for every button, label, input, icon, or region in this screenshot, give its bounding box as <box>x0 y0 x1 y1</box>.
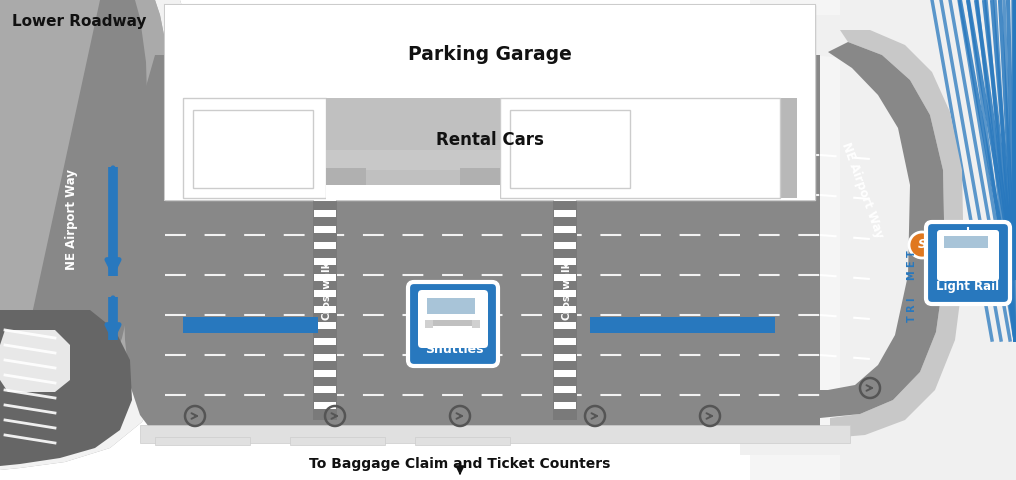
Bar <box>313 120 337 420</box>
Bar <box>554 226 576 233</box>
Text: Light Rail: Light Rail <box>937 280 1000 293</box>
Bar <box>326 98 500 198</box>
Bar <box>554 402 576 409</box>
Bar <box>554 338 576 345</box>
Text: Crosswalk: Crosswalk <box>321 260 331 320</box>
FancyBboxPatch shape <box>408 282 498 366</box>
Bar <box>165 5 815 200</box>
Polygon shape <box>0 310 132 466</box>
Bar <box>314 290 336 297</box>
Bar <box>554 306 576 313</box>
Text: NE Airport Way: NE Airport Way <box>65 169 78 271</box>
Bar <box>314 274 336 281</box>
Bar <box>314 194 336 201</box>
Bar <box>165 5 815 200</box>
Bar <box>314 146 336 153</box>
Bar <box>140 425 850 443</box>
Bar <box>425 320 433 328</box>
Text: S: S <box>917 239 927 252</box>
Polygon shape <box>840 0 1016 480</box>
Bar <box>290 437 385 445</box>
Bar <box>314 402 336 409</box>
Bar <box>427 320 475 326</box>
Bar <box>314 242 336 249</box>
Bar <box>554 290 576 297</box>
Text: To Baggage Claim and Ticket Counters: To Baggage Claim and Ticket Counters <box>309 457 611 471</box>
Polygon shape <box>123 55 820 435</box>
Bar <box>155 437 250 445</box>
Bar <box>554 178 576 185</box>
Bar <box>554 194 576 201</box>
Bar <box>314 338 336 345</box>
Bar <box>183 317 318 333</box>
Polygon shape <box>750 0 840 480</box>
Bar <box>314 258 336 265</box>
Bar <box>326 185 500 200</box>
Bar <box>510 110 630 188</box>
Text: Lower Roadway: Lower Roadway <box>12 14 146 29</box>
Bar <box>314 210 336 217</box>
Polygon shape <box>815 42 945 418</box>
Text: NE Airport Way: NE Airport Way <box>838 140 885 240</box>
Polygon shape <box>0 0 163 465</box>
Bar <box>554 130 576 137</box>
Bar <box>554 210 576 217</box>
Bar <box>554 354 576 361</box>
Bar <box>326 168 366 198</box>
Polygon shape <box>0 0 172 465</box>
Bar <box>554 258 576 265</box>
Text: Parking Garage: Parking Garage <box>408 46 572 64</box>
Bar <box>193 110 313 188</box>
Bar <box>314 306 336 313</box>
Bar <box>183 98 797 198</box>
Bar <box>472 320 480 328</box>
Text: Rental Cars: Rental Cars <box>436 131 544 149</box>
Bar <box>554 370 576 377</box>
Bar <box>500 98 780 198</box>
Bar <box>326 150 500 170</box>
Bar <box>554 274 576 281</box>
Bar <box>460 168 500 198</box>
FancyBboxPatch shape <box>926 222 1010 304</box>
Bar <box>314 354 336 361</box>
Bar <box>455 100 585 195</box>
Polygon shape <box>0 330 70 392</box>
Bar <box>195 100 785 195</box>
Bar <box>590 317 775 333</box>
FancyBboxPatch shape <box>937 230 999 281</box>
Bar <box>314 370 336 377</box>
Bar <box>554 162 576 169</box>
Polygon shape <box>0 0 196 470</box>
Bar <box>195 100 785 195</box>
Bar <box>314 130 336 137</box>
Text: Crosswalk: Crosswalk <box>561 260 571 320</box>
Polygon shape <box>830 30 964 438</box>
Bar <box>183 98 326 198</box>
Bar <box>554 242 576 249</box>
Bar <box>427 298 475 314</box>
Bar <box>553 120 577 420</box>
Bar <box>554 322 576 329</box>
Bar <box>554 146 576 153</box>
Bar <box>314 178 336 185</box>
Bar <box>944 236 988 248</box>
Text: T R I: T R I <box>907 298 917 322</box>
Bar <box>314 162 336 169</box>
Bar <box>314 386 336 393</box>
Polygon shape <box>740 15 975 455</box>
Polygon shape <box>0 0 196 470</box>
Bar <box>195 100 325 195</box>
Bar <box>554 386 576 393</box>
Bar <box>415 437 510 445</box>
Bar <box>314 322 336 329</box>
Bar <box>314 226 336 233</box>
Bar <box>165 5 815 200</box>
Bar <box>165 5 815 200</box>
Circle shape <box>909 232 935 258</box>
Text: Shuttles: Shuttles <box>425 343 484 356</box>
Text: M E T: M E T <box>907 250 917 280</box>
FancyBboxPatch shape <box>418 290 488 348</box>
